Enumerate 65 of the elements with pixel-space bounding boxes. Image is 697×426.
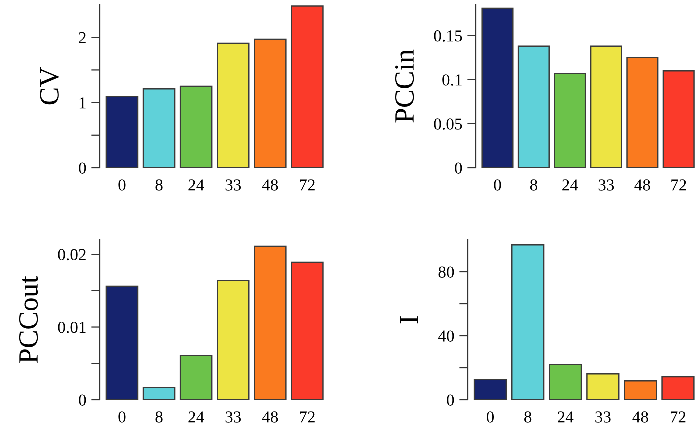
y-tick-label: 80 [438, 266, 454, 278]
y-tick-label: 0 [79, 394, 86, 406]
x-tick-label: 33 [226, 180, 242, 191]
x-tick-label: 72 [670, 412, 686, 423]
bar [624, 380, 658, 400]
bar [217, 42, 250, 168]
y-tick-label: 0.1 [442, 74, 462, 86]
y-axis-title: PCCout [19, 276, 38, 364]
x-tick-label: 48 [262, 180, 278, 191]
y-axis-title: PCCin [395, 50, 414, 123]
x-tick-label: 24 [562, 180, 578, 191]
x-tick-label: 24 [188, 412, 204, 423]
bar [291, 6, 324, 168]
x-tick-label: 72 [300, 180, 315, 191]
x-tick-label: 8 [156, 412, 163, 423]
bar [180, 355, 213, 400]
x-tick-label: 8 [524, 412, 532, 423]
bar [511, 244, 545, 400]
y-axis-title: CV [40, 68, 60, 105]
x-tick-label: 33 [226, 412, 242, 423]
bar [217, 280, 250, 400]
bar [142, 88, 176, 168]
x-tick-label: 48 [632, 412, 648, 423]
x-tick-label: 8 [530, 180, 538, 191]
y-tick-label: 0.15 [434, 30, 462, 42]
bar [482, 8, 514, 168]
x-tick-label: 0 [118, 412, 126, 423]
bar [106, 96, 139, 168]
bar [549, 364, 582, 400]
x-tick-label: 33 [598, 180, 614, 191]
x-tick-label: 48 [262, 412, 278, 423]
bar [590, 46, 622, 168]
bar [626, 57, 659, 168]
y-tick-label: 0 [447, 394, 454, 406]
y-tick-label: 1 [80, 98, 86, 109]
y-tick-label: 0 [455, 162, 462, 174]
x-tick-label: 24 [558, 412, 574, 423]
bar [106, 286, 139, 400]
bar [180, 86, 213, 168]
y-tick-label: 0.05 [434, 118, 462, 130]
x-tick-label: 72 [672, 180, 686, 191]
x-tick-label: 48 [634, 180, 650, 191]
y-tick-label: 0 [79, 162, 86, 174]
x-tick-label: 0 [494, 180, 502, 191]
bar [254, 38, 287, 168]
y-tick-label: 0.02 [58, 249, 86, 261]
bar [662, 70, 695, 168]
x-tick-label: 33 [596, 412, 611, 423]
bar [554, 73, 586, 168]
y-tick-label: 40 [438, 330, 454, 342]
bar [254, 246, 287, 400]
y-tick-label: 2 [79, 32, 86, 44]
y-tick-label: 0.01 [58, 322, 86, 334]
bar [518, 46, 550, 168]
bar [291, 262, 324, 400]
x-tick-label: 72 [300, 412, 315, 423]
x-tick-label: 0 [118, 180, 126, 191]
y-axis-title: I [400, 316, 418, 324]
bar [142, 387, 176, 400]
x-tick-label: 24 [188, 180, 204, 191]
x-tick-label: 0 [486, 412, 494, 423]
bar [474, 379, 508, 400]
bar [662, 376, 695, 400]
x-tick-label: 8 [156, 180, 163, 191]
bar [586, 373, 620, 400]
